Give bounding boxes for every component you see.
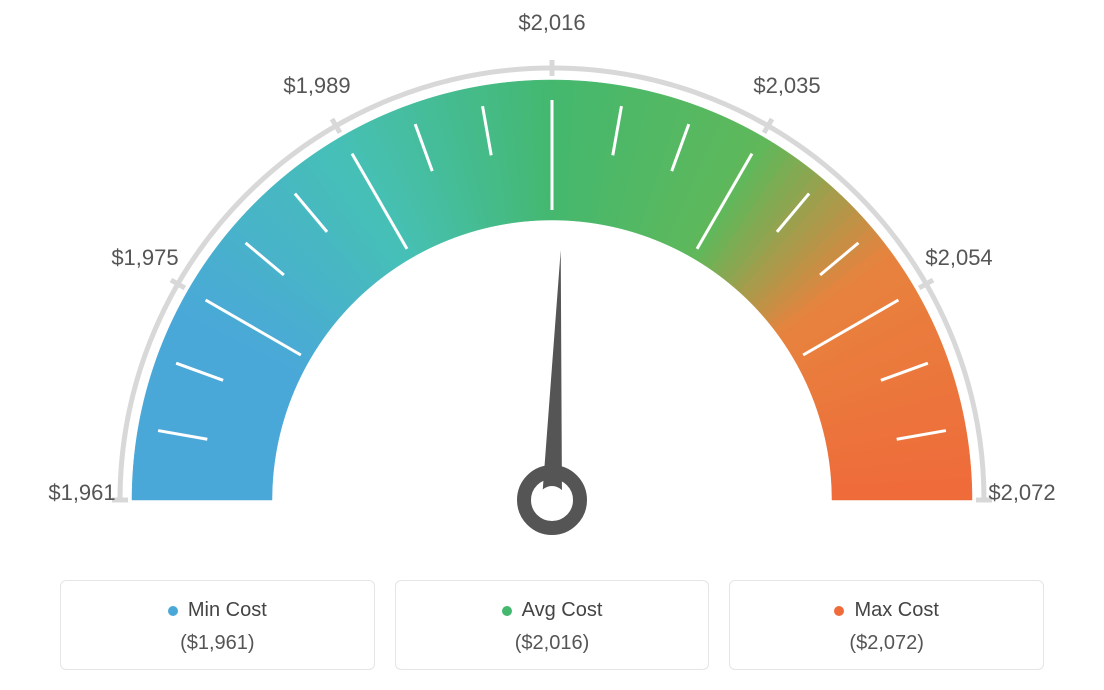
legend-min-value: ($1,961): [71, 632, 364, 655]
gauge-tick-label: $1,975: [111, 245, 178, 270]
legend-avg-label: Avg Cost: [502, 599, 603, 622]
gauge-tick-label: $2,072: [988, 480, 1055, 505]
legend-avg-value: ($2,016): [406, 632, 699, 655]
legend-max-value: ($2,072): [740, 632, 1033, 655]
gauge-needle: [542, 250, 562, 500]
legend-min-dot: [168, 606, 178, 616]
legend-max-label: Max Cost: [834, 599, 938, 622]
gauge-tick-label: $2,016: [518, 10, 585, 35]
legend-row: Min Cost ($1,961) Avg Cost ($2,016) Max …: [60, 580, 1044, 670]
legend-min-card: Min Cost ($1,961): [60, 580, 375, 670]
legend-min-text: Min Cost: [188, 599, 267, 622]
legend-min-label: Min Cost: [168, 599, 267, 622]
cost-gauge: $1,961 $1,975 $1,989 $2,016 $2,035 $2,054 $2,0…: [0, 0, 1104, 560]
legend-avg-text: Avg Cost: [522, 599, 603, 622]
legend-max-card: Max Cost ($2,072): [729, 580, 1044, 670]
gauge-tick-label: $2,035: [753, 73, 820, 98]
legend-max-dot: [834, 606, 844, 616]
gauge-needle-hub-hole: [538, 486, 566, 514]
legend-avg-card: Avg Cost ($2,016): [395, 580, 710, 670]
gauge-tick-label: $2,054: [925, 245, 992, 270]
gauge-tick-label: $1,989: [283, 73, 350, 98]
legend-avg-dot: [502, 606, 512, 616]
gauge-tick-label: $1,961: [48, 480, 115, 505]
legend-max-text: Max Cost: [854, 599, 938, 622]
gauge-svg: $1,961 $1,975 $1,989 $2,016 $2,035 $2,054 $2,0…: [0, 0, 1104, 560]
